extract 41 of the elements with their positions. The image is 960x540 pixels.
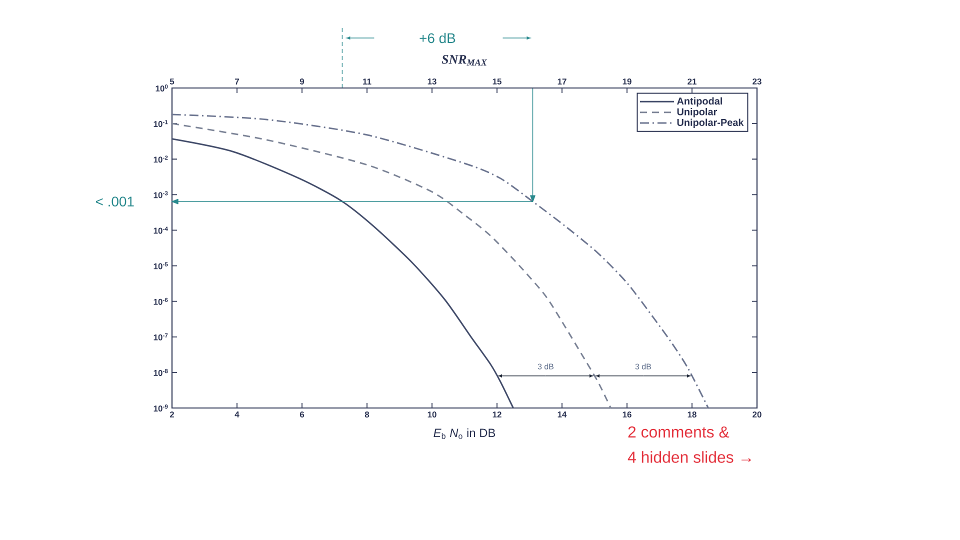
- x-tick-label: 2: [170, 412, 174, 418]
- x2-tick-label: 15: [492, 78, 502, 84]
- x-tick-label: 8: [364, 412, 370, 418]
- x-tick-label: 12: [492, 412, 502, 418]
- y-tick-label: 10$^{-9}$: [154, 404, 168, 412]
- line-series: [171, 122, 612, 409]
- ref-line-label: < .001: [96, 196, 134, 207]
- legend-label: Unipolar: [677, 108, 718, 118]
- y-tick-label: 10$^{-2}$: [154, 156, 168, 163]
- y-tick-label: 10$^{-8}$: [154, 368, 168, 376]
- x-tick-label: 16: [622, 412, 632, 418]
- x-tick-label: 20: [752, 412, 762, 418]
- legend-label: Unipolar-Peak: [677, 118, 744, 128]
- text: +6 dB: [420, 32, 456, 44]
- y-tick-label: 10$^{-3}$: [154, 191, 168, 198]
- x-tick-label: 6: [300, 412, 304, 418]
- x-tick-label: 10: [428, 412, 436, 418]
- x2-tick-label: 9: [300, 78, 304, 84]
- x2-tick-label: 23: [752, 78, 762, 84]
- x2-tick-label: 7: [235, 78, 239, 84]
- y-tick-label: 10$^{0}$: [156, 84, 168, 92]
- x2-tick-label: 17: [558, 78, 566, 84]
- x2-tick-label: 13: [428, 78, 436, 84]
- x-tick-label: 14: [558, 412, 567, 418]
- y-tick-label: 10$^{-5}$: [154, 262, 168, 270]
- text: 4 hidden slides →: [628, 451, 751, 463]
- x2-tick-label: 21: [688, 78, 696, 84]
- y-tick-label: 10$^{-1}$: [154, 120, 168, 128]
- x-axis-title: E$_{b}$ N$_{o}$ in DB: [434, 428, 496, 439]
- x2-tick-label: 19: [622, 78, 632, 84]
- x-tick-label: 4: [234, 412, 240, 418]
- x-tick-label: 18: [688, 412, 696, 418]
- x2-tick-label: 11: [363, 78, 372, 84]
- x2-axis-title: SNR$_{MAX}$: [442, 55, 488, 66]
- y-tick-label: 10$^{-7}$: [154, 333, 168, 340]
- y-tick-label: 10$^{-6}$: [154, 298, 168, 305]
- x2-tick-label: 5: [170, 78, 174, 84]
- line-series: [171, 138, 514, 409]
- text: 2 comments &: [628, 426, 730, 438]
- y-tick-label: 10$^{-4}$: [154, 226, 168, 234]
- legend-label: Antipodal: [677, 97, 722, 107]
